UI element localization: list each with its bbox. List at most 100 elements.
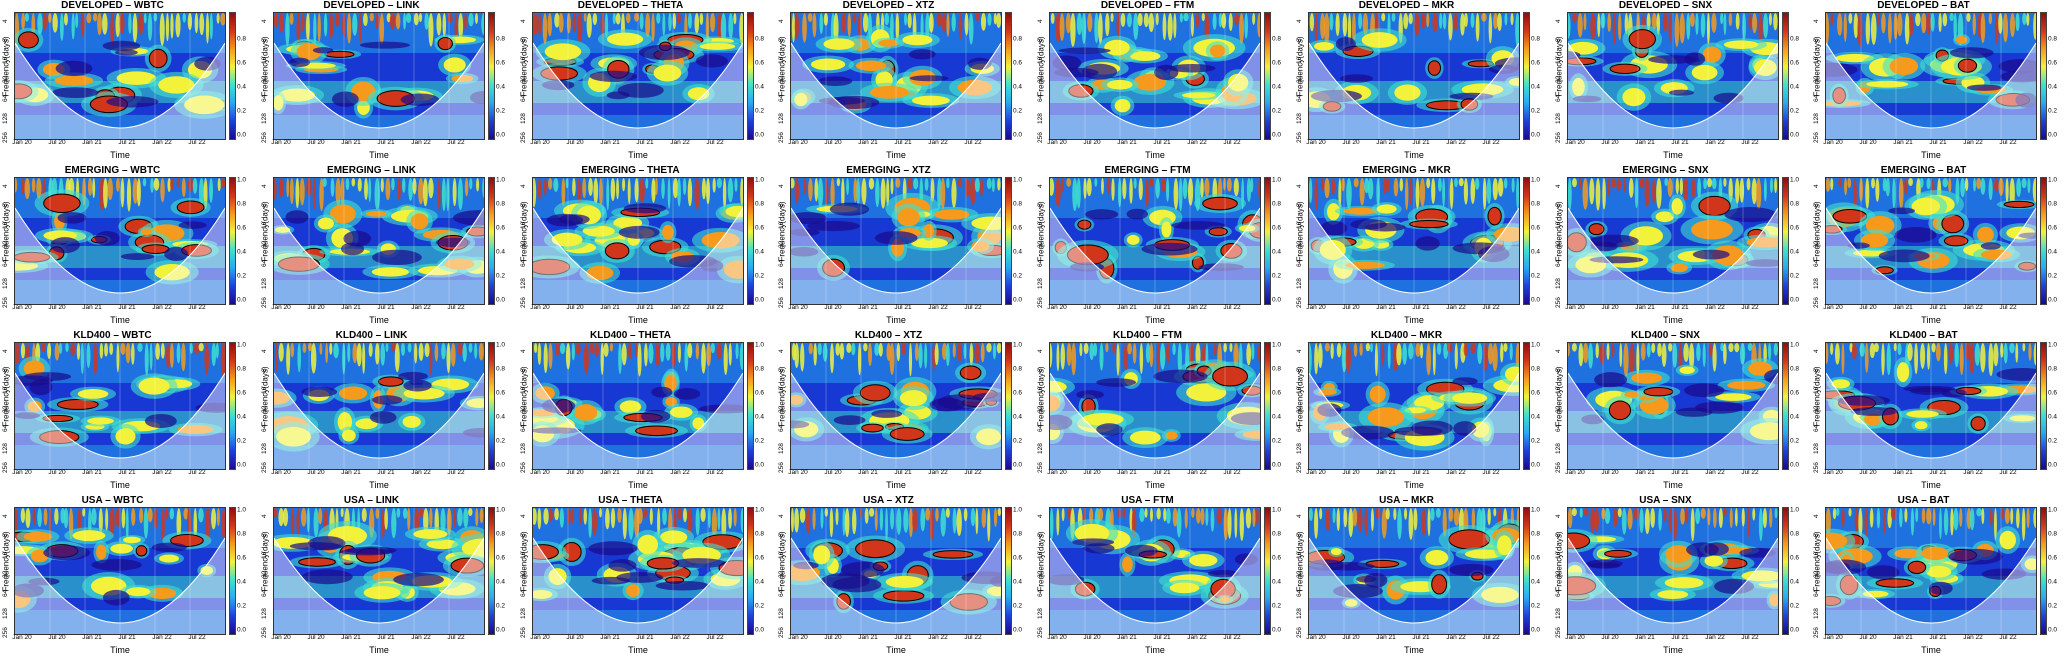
x-tick-label: Jan 21 (858, 304, 878, 311)
y-tick-label: 32 (261, 240, 268, 248)
low-coherence-region (23, 372, 72, 381)
coherence-streak (1421, 508, 1426, 537)
coherence-streak (951, 13, 956, 32)
coherence-panel: KLD400 – SNX Frequency(days) 4 8 16 32 64 128 25… (1553, 330, 1811, 495)
coherence-streak (1442, 178, 1446, 208)
coherence-region (1826, 224, 1843, 234)
x-axis-label: Time (110, 315, 130, 325)
x-tick-label: Jul 20 (1083, 304, 1101, 311)
coherence-streak (1374, 508, 1381, 519)
coherence-streak (103, 178, 108, 209)
coherence-streak (1976, 508, 1982, 517)
coherence-streak (1728, 343, 1734, 353)
y-tick-label: 16 (1037, 221, 1044, 229)
coherence-heatmap (273, 12, 485, 140)
colorbar-tick-label: 0.8 (237, 365, 247, 373)
coherence-streak (1094, 178, 1098, 187)
coherence-streak (147, 13, 153, 41)
coherence-streak (424, 343, 430, 358)
y-tick-label: 8 (1813, 533, 1820, 537)
y-tick-label: 32 (1037, 240, 1044, 248)
y-tick-label: 128 (778, 113, 785, 124)
colorbar-tick-label: 0.6 (2048, 59, 2058, 67)
coherence-streak (1836, 508, 1840, 517)
coherence-region (1970, 416, 1986, 431)
low-coherence-region (546, 213, 584, 227)
colorbar-tick-label: 0.0 (1013, 131, 1023, 139)
coherence-streak (204, 343, 210, 375)
coherence-streak (1404, 178, 1409, 211)
coherence-streak (677, 178, 681, 207)
coherence-streak (1117, 178, 1122, 208)
x-tick-label: Jul 21 (1412, 634, 1430, 641)
coherence-streak (1711, 178, 1717, 190)
coherence-streak (1167, 13, 1173, 41)
colorbar-tick-label: 0.4 (237, 248, 247, 256)
y-tick-label: 32 (1296, 405, 1303, 413)
coherence-streak (1739, 343, 1746, 365)
y-tick-label: 64 (778, 259, 785, 267)
coherence-region (1129, 430, 1161, 445)
coherence-streak (864, 508, 869, 524)
x-tick-label: Jul 20 (1859, 469, 1877, 476)
low-coherence-region (94, 231, 120, 246)
coherence-streak (285, 13, 290, 47)
coherence-streak (1145, 178, 1149, 209)
coherence-streak (554, 508, 559, 521)
x-tick-label: Jul 20 (1859, 139, 1877, 146)
coherence-streak (1848, 13, 1853, 24)
coherence-streak (634, 178, 639, 203)
coherence-streak (929, 13, 934, 33)
coherence-streak (1700, 13, 1706, 38)
x-tick-label: Jan 21 (1893, 469, 1913, 476)
y-tick-label: 16 (1555, 386, 1562, 394)
low-coherence-region (1356, 575, 1377, 583)
low-coherence-region (1449, 92, 1494, 101)
coherence-region (443, 57, 466, 73)
colorbar-tick-label: 0.0 (1272, 626, 1282, 634)
coherence-region (1068, 84, 1094, 98)
coherence-streak (1408, 508, 1414, 540)
colorbar-tick-label: 0.6 (755, 224, 765, 232)
coherence-streak (812, 13, 817, 38)
coherence-streak (1948, 343, 1954, 365)
x-tick-label: Jan 22 (1446, 634, 1466, 641)
colorbar-tick-label: 0.8 (496, 365, 506, 373)
coherence-panel: DEVELOPED – FTM Frequency(days) 4 8 16 32 64 12… (1035, 0, 1293, 165)
coherence-streak (1387, 343, 1391, 369)
coherence-streak (1853, 13, 1859, 39)
coherence-panel: DEVELOPED – WBTC Frequency(days) 4 8 16 32 64 1… (0, 0, 258, 165)
heatmap-svg (791, 13, 1001, 139)
coherence-streak (660, 343, 665, 363)
coherence-region (278, 88, 316, 102)
coherence-streak (1129, 178, 1133, 204)
coherence-region (810, 58, 846, 71)
coherence-streak (1752, 13, 1758, 34)
coherence-streak (1221, 13, 1227, 29)
coherence-streak (296, 508, 300, 537)
coherence-streak (1718, 508, 1723, 529)
coherence-streak (407, 508, 411, 531)
x-tick-label: Jan 21 (1635, 469, 1655, 476)
coherence-streak (1453, 13, 1458, 31)
low-coherence-region (144, 413, 177, 429)
coherence-heatmap (1308, 507, 1520, 635)
coherence-streak (1094, 13, 1099, 44)
x-tick-label: Jul 21 (1671, 469, 1689, 476)
y-tick-label: 32 (1037, 570, 1044, 578)
coherence-region (1202, 196, 1238, 211)
colorbar-tick-label: 0.6 (1013, 59, 1023, 67)
coherence-streak (1415, 178, 1420, 210)
coherence-region (959, 365, 982, 381)
colorbar-tick-label: 0.0 (1272, 131, 1282, 139)
coherence-region (1104, 39, 1130, 56)
coherence-streak (555, 343, 561, 357)
x-tick-label: Jul 20 (1342, 634, 1360, 641)
coherence-streak (2004, 508, 2010, 525)
x-axis-label: Time (1921, 480, 1941, 490)
colorbar-tick-label: 1.0 (1790, 506, 1800, 514)
colorbar-tick-label: 0.0 (1272, 461, 1282, 469)
coherence-streak (414, 343, 418, 364)
coherence-streak (695, 508, 700, 536)
coherence-panel: EMERGING – WBTC Frequency(days) 4 8 16 32 64 12… (0, 165, 258, 330)
